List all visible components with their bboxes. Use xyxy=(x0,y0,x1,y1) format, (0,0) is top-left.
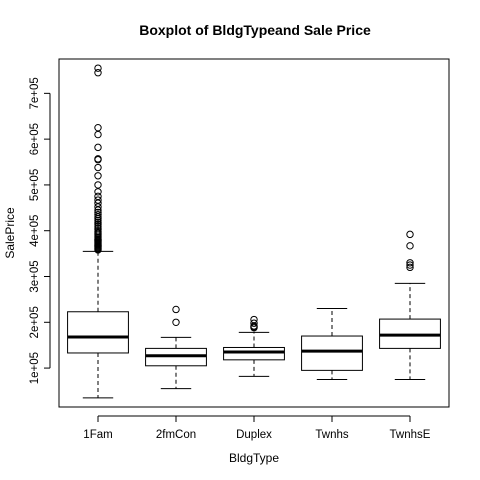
outlier-point xyxy=(94,188,102,196)
box-Twnhs xyxy=(301,308,363,381)
box-iqr xyxy=(67,311,129,354)
outlier-point xyxy=(406,242,414,250)
x-tick-label: TwnhsE xyxy=(390,429,431,441)
box-iqr xyxy=(223,346,285,361)
y-tick-label: 4e+05 xyxy=(29,215,41,247)
x-tick-label: Duplex xyxy=(236,429,272,441)
outlier-point xyxy=(94,163,102,172)
outlier-point xyxy=(94,64,102,72)
box-Duplex xyxy=(223,315,285,377)
outlier-point xyxy=(172,305,180,314)
box-TwnhsE xyxy=(379,230,441,381)
boxes-layer xyxy=(67,64,441,399)
y-axis-label: SalePrice xyxy=(3,207,17,259)
outlier-point xyxy=(172,318,180,326)
outlier-point xyxy=(94,172,102,180)
x-tick-label: 2fmCon xyxy=(156,429,196,441)
outlier-point xyxy=(250,319,258,327)
outlier-point xyxy=(406,259,414,267)
y-tick-label: 1e+05 xyxy=(29,352,41,384)
outlier-point xyxy=(406,263,414,272)
outlier-point xyxy=(94,69,102,77)
chart-title: Boxplot of BldgTypeand Sale Price xyxy=(139,22,371,38)
y-tick-label: 2e+05 xyxy=(29,306,41,338)
y-axis: 1e+05 2e+05 3e+05 4e+05 5e+05 6e+05 7e+05 xyxy=(29,77,51,384)
outlier-point xyxy=(94,130,102,139)
outlier-point xyxy=(406,261,414,269)
outlier-point xyxy=(94,210,102,219)
x-axis: 1Fam 2fmCon Duplex Twnhs TwnhsE xyxy=(83,415,431,441)
outlier-point xyxy=(406,230,414,239)
y-tick-label: 6e+05 xyxy=(29,123,41,155)
x-tick-label: 1Fam xyxy=(83,429,112,441)
outlier-point xyxy=(94,123,102,132)
outlier-point xyxy=(94,196,102,204)
x-tick-label: Twnhs xyxy=(315,429,348,441)
outlier-point xyxy=(94,181,102,189)
outlier-point xyxy=(94,192,102,201)
y-tick-label: 5e+05 xyxy=(29,169,41,201)
x-axis-label: BldgType xyxy=(229,451,279,465)
plot-frame xyxy=(58,58,450,408)
box-2fmCon xyxy=(145,305,207,390)
box-iqr xyxy=(301,335,363,371)
y-tick-label: 3e+05 xyxy=(29,260,41,292)
y-tick-label: 7e+05 xyxy=(29,77,41,109)
box-1Fam xyxy=(67,64,129,399)
outlier-point xyxy=(250,315,258,324)
outlier-point xyxy=(94,208,102,217)
outlier-point xyxy=(94,143,102,152)
outlier-point xyxy=(94,155,102,163)
